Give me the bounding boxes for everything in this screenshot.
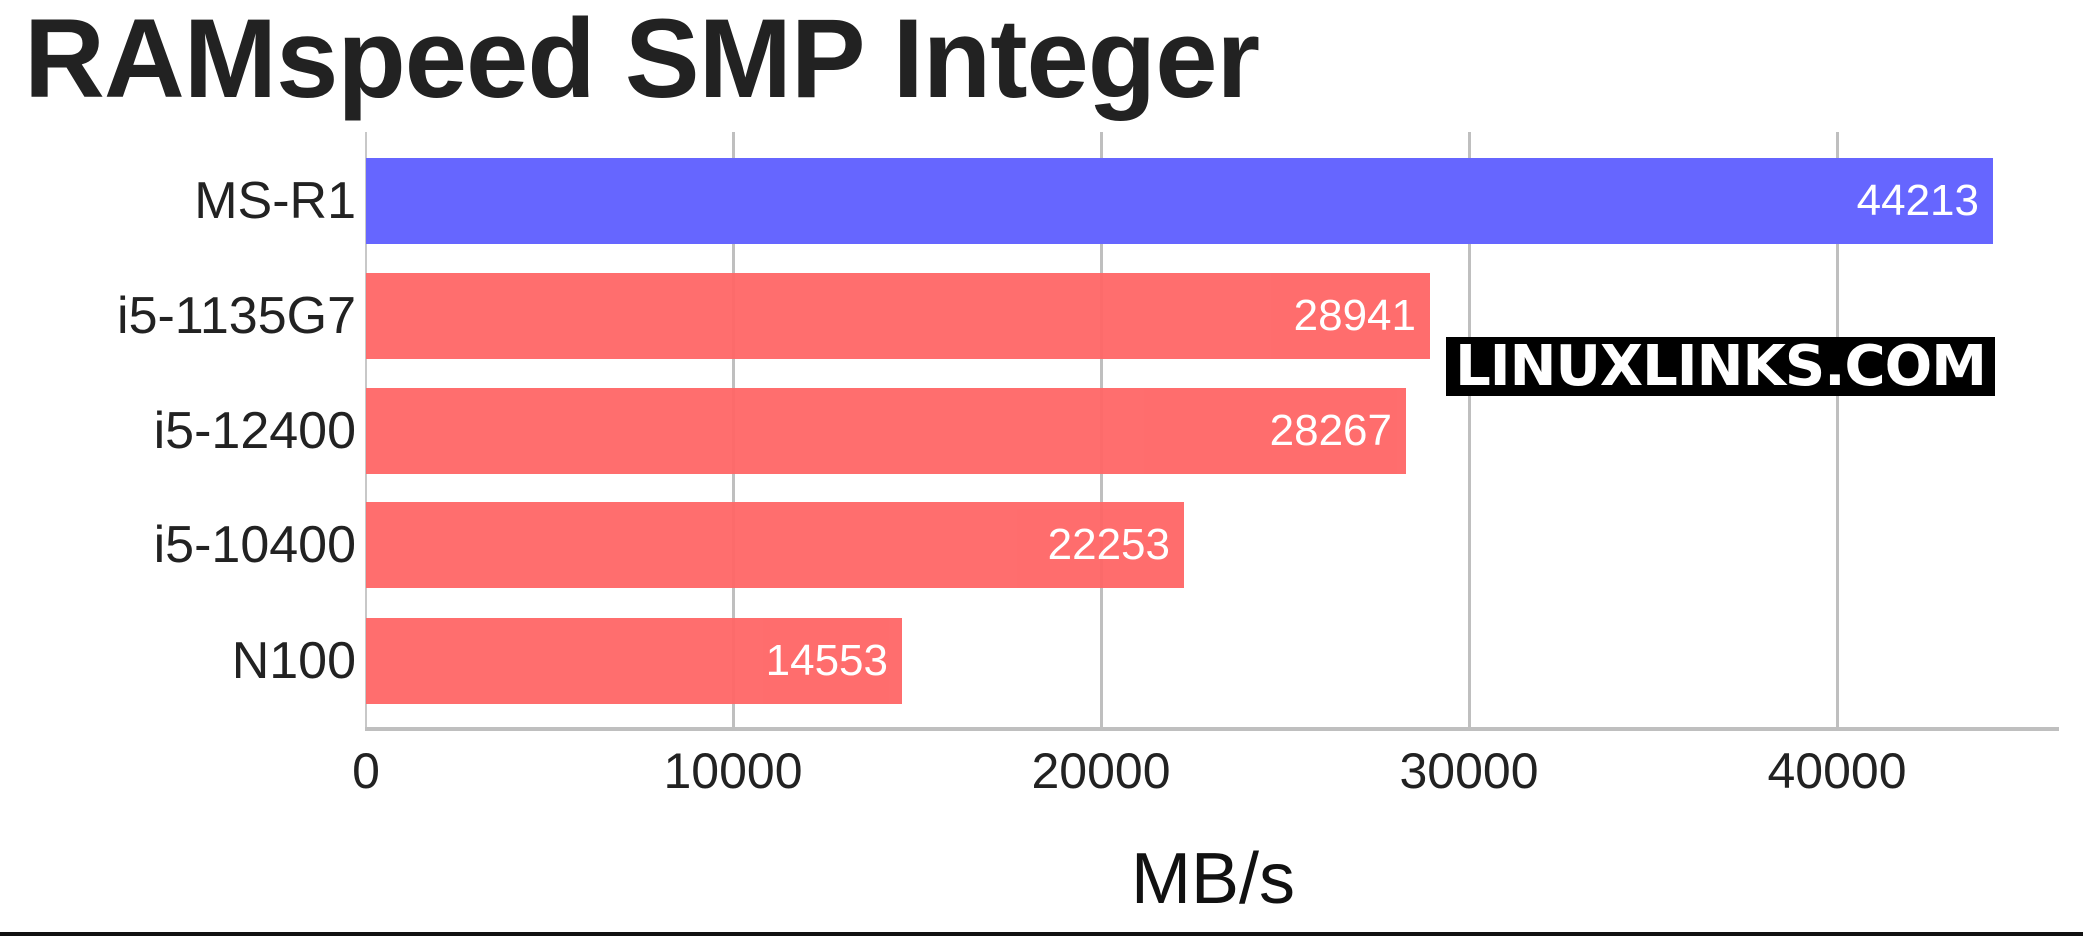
- watermark-logo: LINUXLINKS.COM: [1446, 337, 1995, 396]
- x-tick-label: 10000: [663, 743, 803, 799]
- category-label: N100: [231, 632, 356, 690]
- bar-value-label: 28267: [1269, 406, 1392, 455]
- bar-i5-10400: 22253: [366, 502, 1184, 588]
- bar-i5-1135g7: 28941: [366, 273, 1430, 359]
- x-axis-line: [365, 727, 2059, 731]
- category-label: MS-R1: [194, 172, 356, 230]
- bottom-divider: [0, 932, 2083, 936]
- x-axis-title: MB/s: [1130, 839, 1296, 919]
- category-label: i5-10400: [153, 516, 356, 574]
- category-label: i5-12400: [153, 402, 356, 460]
- gridline-40000: [1836, 132, 1839, 730]
- bar-i5-12400: 28267: [366, 388, 1406, 474]
- bar-value-label: 22253: [1047, 520, 1170, 569]
- x-tick-label: 40000: [1767, 743, 1907, 799]
- x-tick-label: 30000: [1399, 743, 1539, 799]
- category-label: i5-1135G7: [117, 287, 356, 345]
- bar-value-label: 44213: [1856, 176, 1979, 225]
- bar-ms-r1: 44213: [366, 158, 1993, 244]
- bar-n100: 14553: [366, 618, 902, 704]
- bar-value-label: 28941: [1293, 291, 1416, 340]
- chart-title: RAMspeed SMP Integer: [24, 0, 1260, 121]
- x-tick-label: 20000: [1031, 743, 1171, 799]
- gridline-30000: [1468, 132, 1471, 730]
- bar-value-label: 14553: [765, 636, 888, 685]
- x-tick-label: 0: [352, 743, 380, 799]
